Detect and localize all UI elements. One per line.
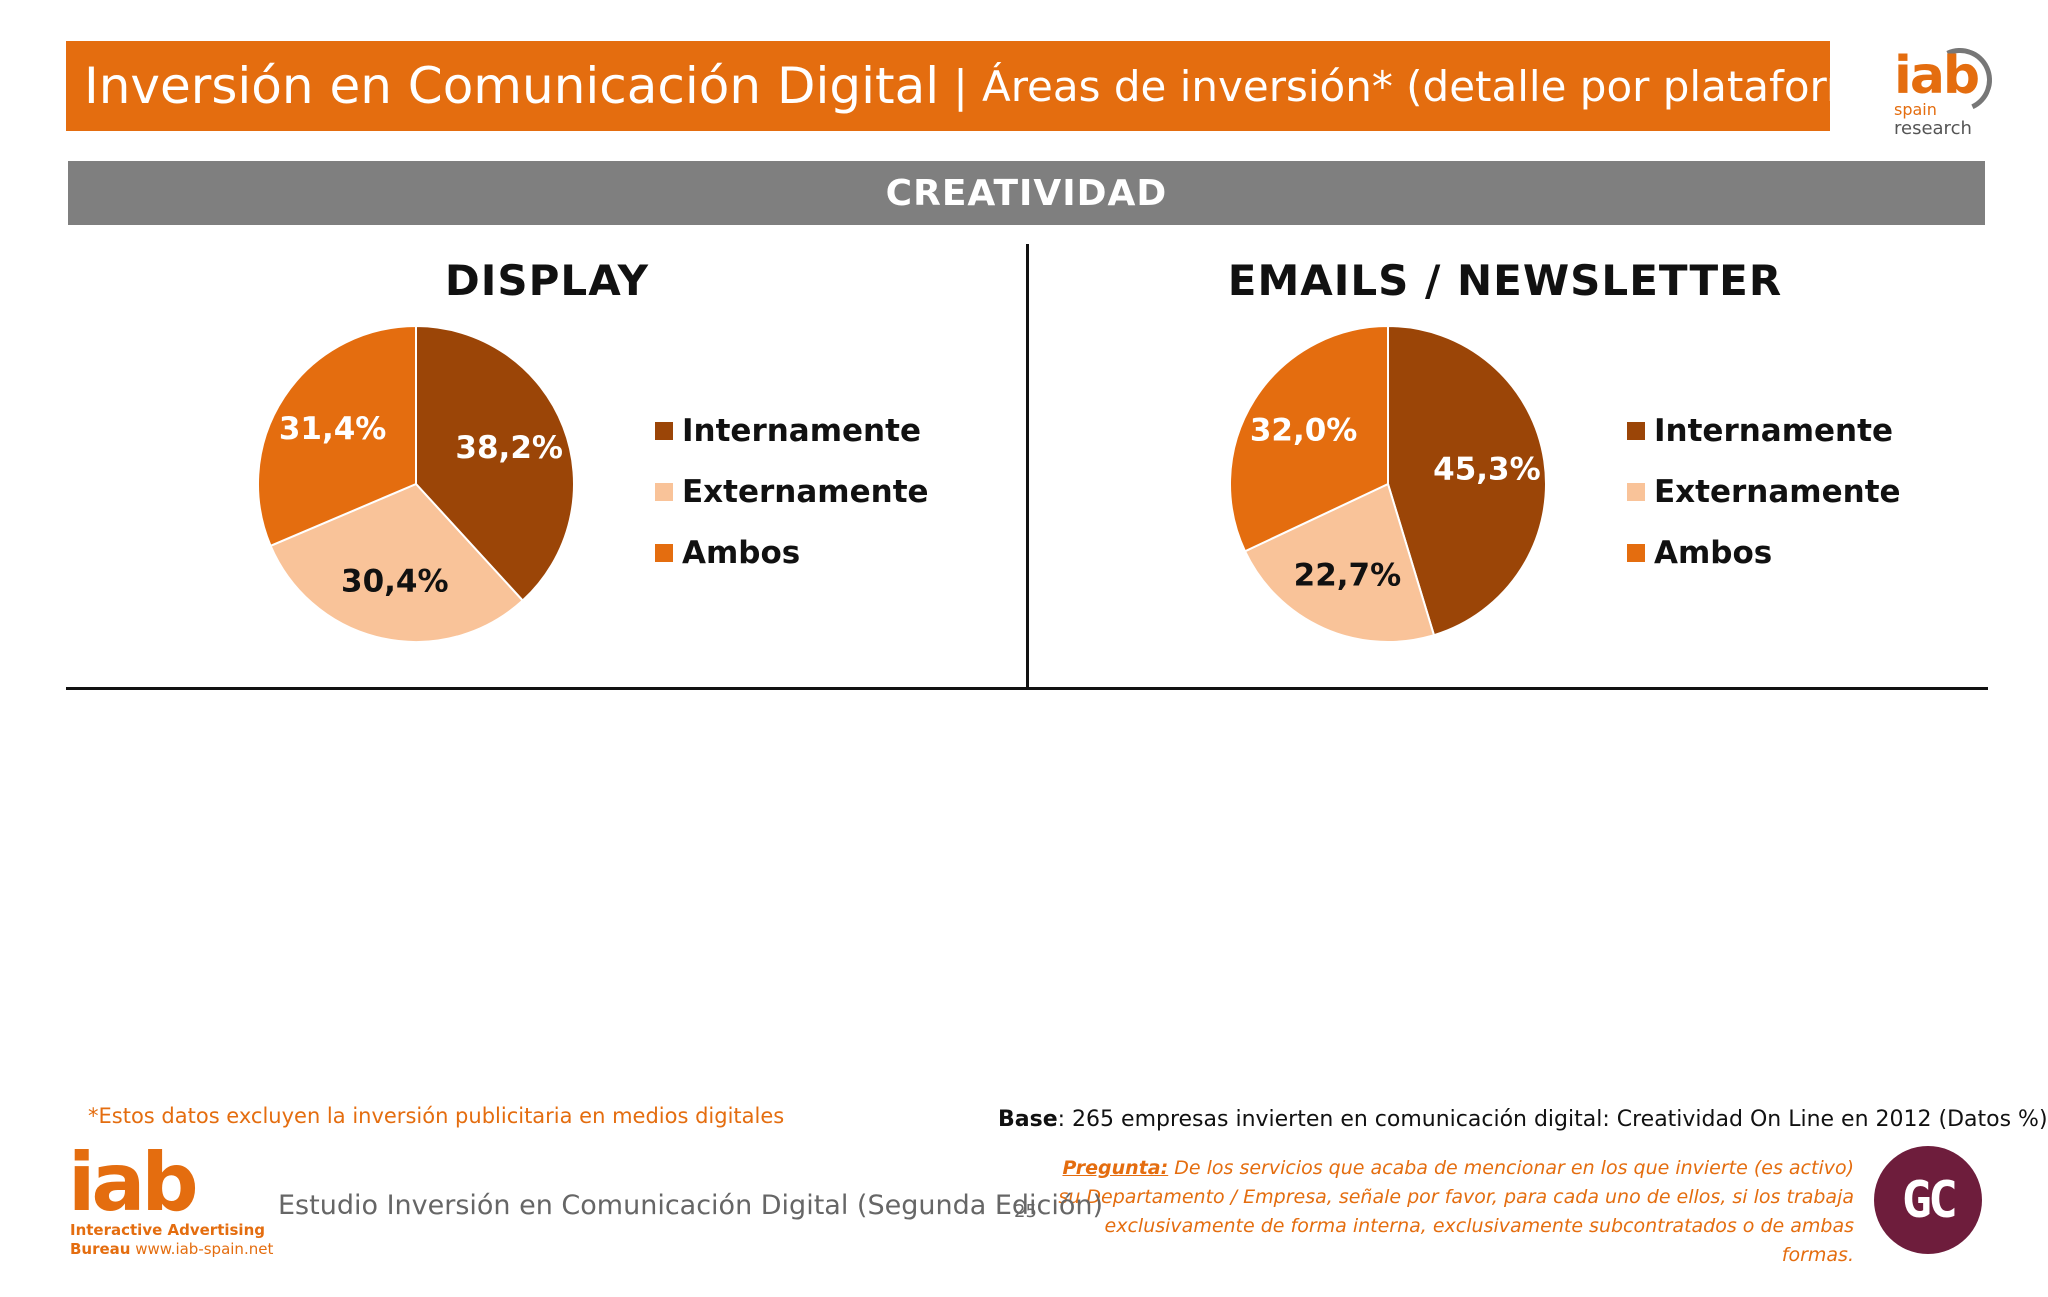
legend-swatch — [1627, 422, 1645, 440]
pie-chart-display: 38,2% 30,4% 31,4% — [256, 324, 576, 644]
gc-logo: GC — [1874, 1146, 1982, 1254]
legend-item-ambos: Ambos — [655, 522, 929, 583]
legend-swatch — [655, 483, 673, 501]
legend-label: Externamente — [1654, 474, 1901, 510]
pie-data-label-ambos: 32,0% — [1250, 412, 1358, 448]
logo-tagline-bureau: Bureau — [70, 1240, 130, 1258]
pie-data-label-ambos: 31,4% — [279, 411, 387, 447]
page-title: Inversión en Comunicación Digital — [84, 57, 939, 115]
question-text: De los servicios que acaba de mencionar … — [1058, 1157, 1854, 1266]
legend-item-externamente: Externamente — [655, 461, 929, 522]
legend-swatch — [1627, 544, 1645, 562]
question-note: Pregunta: De los servicios que acaba de … — [1050, 1154, 1854, 1270]
base-text: : 265 empresas invierten en comunicación… — [1058, 1107, 2048, 1132]
footnote: *Estos datos excluyen la inversión publi… — [88, 1104, 784, 1128]
legend-item-internamente: Internamente — [655, 400, 929, 461]
pie-data-label-externamente: 22,7% — [1294, 557, 1402, 593]
section-header: CREATIVIDAD — [68, 161, 1985, 225]
chart-title-emails-newsletter: EMAILS / NEWSLETTER — [1205, 256, 1805, 305]
logo-brand: iab — [68, 1143, 195, 1223]
base-label: Base — [998, 1107, 1058, 1132]
legend-label: Ambos — [682, 535, 800, 571]
legend-item-externamente: Externamente — [1627, 461, 1901, 522]
legend-swatch — [1627, 483, 1645, 501]
logo-brand: iab — [1894, 50, 1978, 102]
logo-line-research: research — [1894, 120, 1972, 138]
pie-data-label-internamente: 38,2% — [455, 430, 563, 466]
legend-item-internamente: Internamente — [1627, 400, 1901, 461]
page-subtitle: Áreas de inversión* (detalle por platafo… — [982, 62, 1909, 111]
title-bar: Inversión en Comunicación Digital | Área… — [66, 41, 1830, 131]
pie-data-label-internamente: 45,3% — [1433, 451, 1541, 487]
legend-swatch — [655, 544, 673, 562]
page-number: 25 — [1014, 1201, 1037, 1222]
legend-swatch — [655, 422, 673, 440]
vertical-divider — [1026, 244, 1029, 688]
legend-emails-newsletter: Internamente Externamente Ambos — [1627, 400, 1901, 583]
legend-label: Internamente — [1654, 413, 1893, 449]
chart-title-display: DISPLAY — [347, 256, 747, 305]
study-title: Estudio Inversión en Comunicación Digita… — [278, 1190, 1103, 1221]
pie-data-label-externamente: 30,4% — [341, 564, 449, 600]
pie-chart-emails-newsletter: 45,3% 22,7% 32,0% — [1228, 324, 1548, 644]
base-note: Base: 265 empresas invierten en comunica… — [998, 1107, 2048, 1132]
legend-item-ambos: Ambos — [1627, 522, 1901, 583]
iab-spain-research-logo: iab spain research — [1880, 44, 2000, 144]
logo-line-spain: spain — [1894, 102, 1937, 118]
logo-tagline-2: Bureau www.iab-spain.net — [70, 1240, 273, 1258]
logo-tagline-1: Interactive Advertising — [70, 1221, 265, 1239]
legend-display: Internamente Externamente Ambos — [655, 400, 929, 583]
question-label: Pregunta: — [1062, 1157, 1168, 1179]
horizontal-divider — [66, 687, 1988, 690]
title-separator: | — [953, 61, 968, 112]
logo-url: www.iab-spain.net — [130, 1240, 273, 1258]
iab-logo: iab Interactive Advertising Bureau www.i… — [68, 1143, 278, 1261]
legend-label: Internamente — [682, 413, 921, 449]
legend-label: Externamente — [682, 474, 929, 510]
legend-label: Ambos — [1654, 535, 1772, 571]
